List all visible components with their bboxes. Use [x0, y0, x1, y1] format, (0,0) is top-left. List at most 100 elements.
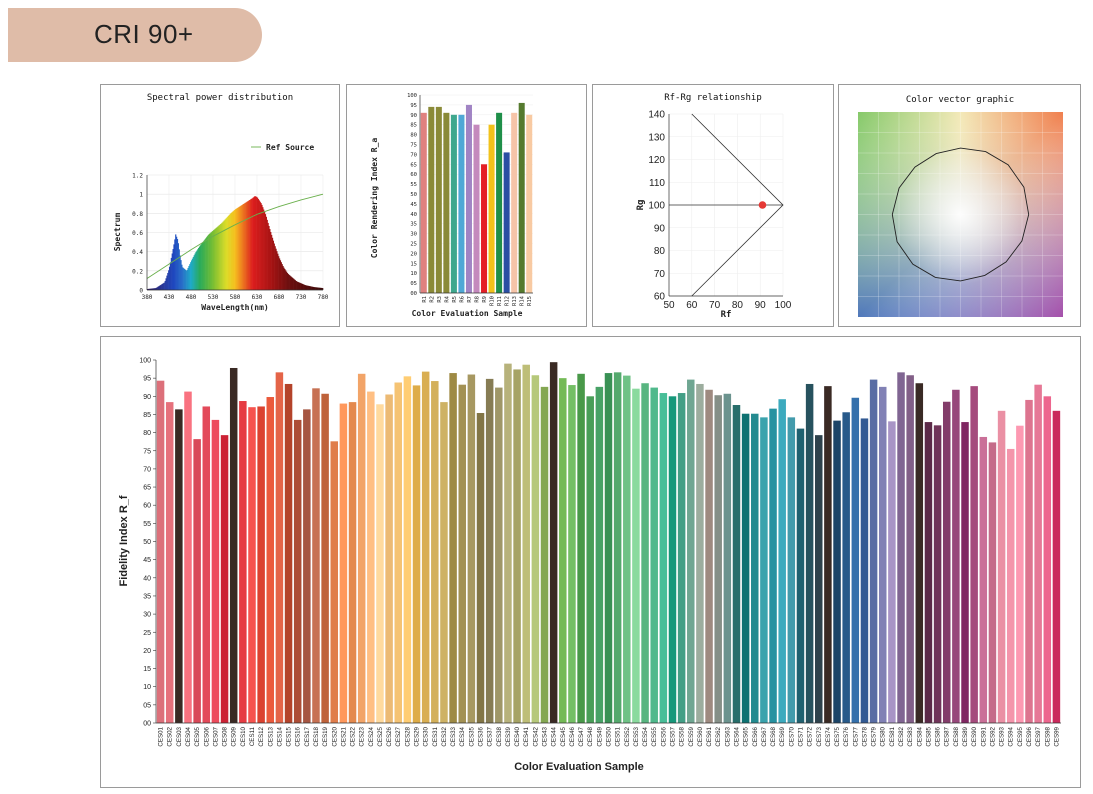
rf-xtick-label: CES20: [331, 726, 338, 746]
spd-spectrum-band: [252, 197, 254, 290]
spd-spectrum-band: [315, 287, 317, 290]
spd-spectrum-band: [169, 262, 172, 290]
rf-bar: [229, 367, 238, 723]
rf-ytick-label: 05: [143, 702, 151, 709]
rf-xtick-label: CES47: [578, 726, 585, 746]
spd-chart: Spectral power distribution 0 0.2 0.4 0.6 0.8…: [113, 93, 329, 312]
spd-spectrum-band: [186, 269, 188, 290]
rf-bar: [257, 406, 265, 723]
rf-bar: [796, 428, 805, 723]
rf-bar: [220, 435, 229, 723]
rf-bar: [897, 372, 905, 723]
cri-bar: [518, 102, 525, 293]
rf-bar: [348, 402, 357, 723]
rf-bar: [1016, 425, 1024, 723]
cri-ytick-label: 95: [410, 103, 417, 109]
spd-spectrum-band: [293, 279, 296, 290]
rf-xtick-label: CES98: [1044, 726, 1051, 746]
rf-xtick-label: CES72: [807, 726, 814, 746]
rf-bar: [531, 375, 540, 723]
spd-spectrum-band: [163, 282, 165, 290]
spd-spectrum-band: [164, 280, 166, 290]
spd-spectrum-band: [283, 267, 285, 290]
rf-xtick-label: CES06: [203, 726, 210, 746]
rf-xtick-label: CES73: [816, 726, 823, 746]
spd-spectrum-band: [223, 220, 225, 290]
rf-bar: [714, 395, 722, 723]
spd-spectrum-band: [224, 219, 226, 290]
rf-ytick-label: 100: [139, 358, 151, 365]
spd-spectrum-band: [184, 269, 187, 290]
rf-bar: [878, 386, 887, 723]
spd-spectrum-band: [287, 274, 289, 290]
rf-bar: [613, 372, 622, 723]
spd-spectrum-band: [286, 271, 288, 290]
spd-spectrum-band: [180, 260, 182, 290]
spd-spectrum-band: [236, 208, 238, 290]
rf-xtick-label: CES16: [295, 726, 302, 746]
rf-ytick-label: 75: [143, 448, 151, 455]
cri-ytick-label: 85: [410, 123, 417, 129]
spd-spectrum-band: [158, 286, 160, 290]
spd-spectrum-band: [313, 287, 315, 290]
spd-spectrum-band: [280, 262, 282, 290]
rf-xtick-label: CES71: [797, 726, 804, 746]
spd-spectrum-band: [220, 224, 222, 290]
rf-bar: [385, 394, 393, 723]
cri-xtick-label: R11: [497, 296, 503, 306]
spd-spectrum-band: [261, 204, 263, 290]
rf-bar: [376, 404, 384, 723]
spd-spectrum-band: [204, 239, 206, 290]
spd-spectrum-band: [156, 287, 158, 290]
rf-bar: [687, 379, 695, 723]
spd-spectrum-band: [195, 251, 197, 290]
rf-ytick-label: 15: [143, 666, 151, 673]
spd-spectrum-band: [179, 255, 181, 290]
spd-panel: Spectral power distribution 0 0.2 0.4 0.6 0.8…: [100, 84, 340, 327]
spd-spectrum-band: [264, 214, 267, 290]
rf-bar: [394, 382, 402, 723]
rfrg-x-axis-label: Rf: [721, 310, 732, 320]
rf-bar: [559, 378, 567, 723]
spd-spectrum-band: [200, 244, 202, 290]
rf-xtick-label: CES49: [596, 726, 603, 746]
rf-xtick-label: CES31: [432, 726, 439, 746]
rf-xtick-label: CES45: [560, 726, 567, 746]
spd-spectrum-band: [219, 224, 221, 290]
rf-bar: [513, 369, 521, 723]
rf-xtick-label: CES66: [752, 726, 759, 746]
spd-spectrum-band: [257, 199, 260, 290]
spd-spectrum-band: [242, 204, 245, 290]
cri-bar: [526, 114, 533, 293]
rf-bar: [357, 373, 366, 723]
spd-spectrum-band: [165, 278, 167, 290]
rfrg-ytick-label: 90: [654, 223, 666, 234]
rf-xtick-label: CES12: [258, 726, 265, 746]
rf-ytick-label: 55: [143, 521, 151, 528]
cri-ytick-label: 15: [410, 261, 417, 267]
rf-bar: [723, 393, 732, 723]
cri-ytick-label: 25: [410, 242, 417, 248]
spd-y-axis-label: Spectrum: [113, 213, 122, 252]
spd-spectrum-band: [147, 288, 150, 290]
rf-xtick-label: CES92: [989, 726, 996, 746]
rf-xtick-label: CES85: [925, 726, 932, 746]
spd-spectrum-band: [319, 287, 321, 290]
spd-spectrum-band: [207, 234, 209, 290]
spd-spectrum-band: [268, 225, 270, 290]
spd-spectrum-band: [256, 196, 258, 290]
cri-ytick-label: 10: [410, 271, 417, 277]
spd-spectrum-band: [220, 223, 223, 290]
rf-bar: [202, 406, 211, 723]
spd-spectrum-band: [217, 226, 219, 290]
rf-panel: 00 05 10 15 20 25 30 35 40 45 50 55 60 65 70 75 80 85 90 95…: [100, 336, 1081, 788]
spd-spectrum-band: [273, 243, 275, 290]
rf-bar: [970, 386, 978, 723]
rf-bar: [485, 378, 494, 723]
rf-ytick-label: 25: [143, 630, 151, 637]
rf-ytick-label: 30: [143, 612, 151, 619]
rfrg-chart: Rf-Rg relationship 60 70 80 90 100 110 120 130 14…: [636, 93, 792, 320]
spd-spectrum-band: [192, 256, 194, 290]
rf-bar: [1043, 396, 1052, 723]
spd-spectrum-band: [281, 264, 283, 290]
